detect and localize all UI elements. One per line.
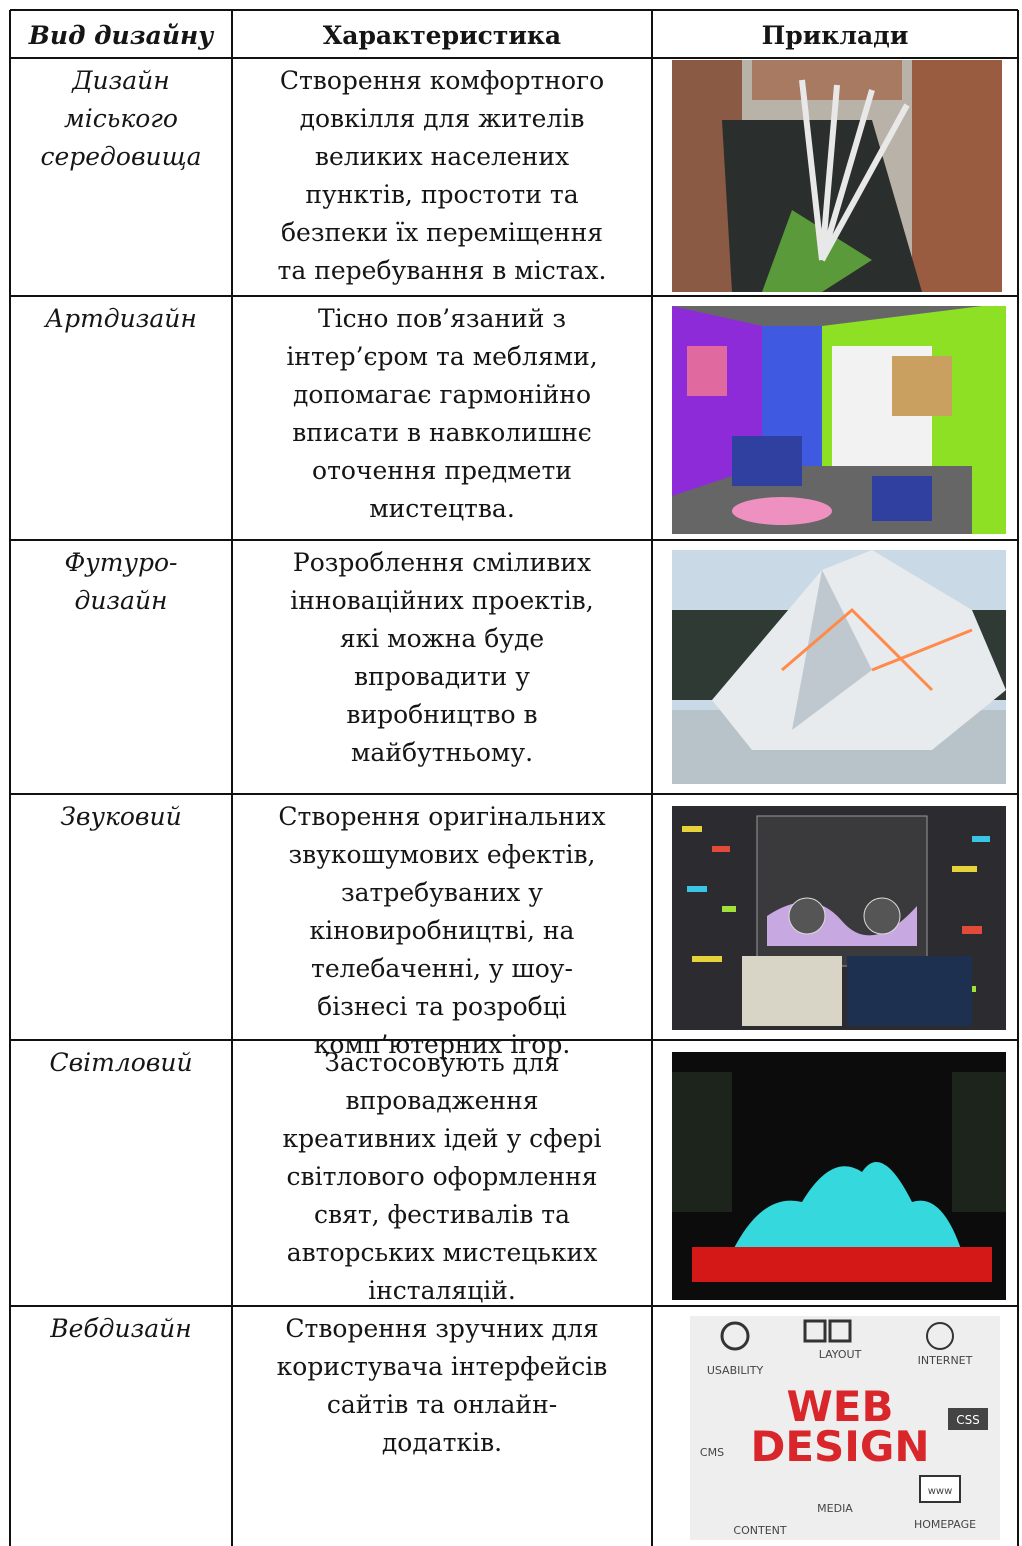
description-line: інноваційних проектів, <box>290 586 594 615</box>
type-line: дизайн <box>74 586 168 615</box>
description-line: Розроблення сміливих <box>292 548 592 577</box>
description-line: світлового оформлення <box>286 1162 598 1191</box>
description-cell: Розроблення сміливих інноваційних проекті… <box>232 540 652 794</box>
description-line: авторських мистецьких <box>286 1238 598 1267</box>
header-cell: Вид дизайну <box>10 10 232 58</box>
description-line: майбутньому. <box>350 738 534 767</box>
image-label: DESIGN <box>750 1422 929 1471</box>
type-cell: Вебдизайн <box>10 1306 232 1546</box>
art-photo <box>672 306 1006 534</box>
image-label: HOMEPAGE <box>914 1518 976 1531</box>
image-label: INTERNET <box>918 1354 973 1367</box>
description-cell: Застосовують для впровадження креативних і… <box>232 1040 652 1306</box>
description-cell: Створення комфортного довкілля для жителі… <box>232 58 652 296</box>
description-line: впровадження <box>345 1086 539 1115</box>
description-line: великих населених <box>314 142 570 171</box>
type-line: Футуро- <box>64 548 178 577</box>
description-line: виробництво в <box>346 700 538 729</box>
border <box>10 793 1018 795</box>
header-cell: Приклади <box>652 10 1018 58</box>
type-line: Вебдизайн <box>50 1314 192 1343</box>
description-line: оточення предмети <box>312 456 572 485</box>
border <box>10 295 1018 297</box>
description-line: бізнесі та розробці <box>317 992 567 1021</box>
description-line: впровадити у <box>354 662 530 691</box>
description-line: інсталяцій. <box>368 1276 516 1305</box>
border <box>10 1305 1018 1307</box>
description-line: Створення зручних для <box>285 1314 599 1343</box>
futuro-photo <box>672 550 1006 784</box>
border <box>9 10 11 1546</box>
type-line: міського <box>63 104 178 133</box>
description-cell: Створення зручних для користувача інтерфе… <box>232 1306 652 1546</box>
image-label: USABILITY <box>707 1364 764 1377</box>
type-line: Дизайн <box>72 66 170 95</box>
description-line: Тісно пов’язаний з <box>318 304 566 333</box>
description-line: Створення комфортного <box>279 66 605 95</box>
description-line: пунктів, простоти та <box>305 180 579 209</box>
header-cell: Характеристика <box>232 10 652 58</box>
web-photo: USABILITY LAYOUT INTERNET WEB DESIGN CSS… <box>690 1316 1000 1540</box>
type-cell: Дизайн міського середовища <box>10 58 232 296</box>
description-line: кіновиробництві, на <box>309 916 575 945</box>
border <box>10 9 1018 11</box>
description-line: сайтів та онлайн- <box>326 1390 558 1419</box>
type-line: середовища <box>40 142 202 171</box>
border <box>651 10 653 1546</box>
description-line: вписати в навколишнє <box>292 418 592 447</box>
description-line: довкілля для жителів <box>299 104 585 133</box>
sound-photo <box>672 806 1006 1030</box>
urban-photo <box>672 60 1002 292</box>
description-line: звукошумових ефектів, <box>288 840 596 869</box>
type-line: Звуковий <box>60 802 182 831</box>
description-line: та перебування в містах. <box>277 256 607 285</box>
description-line: мистецтва. <box>369 494 515 523</box>
border <box>1017 10 1019 1546</box>
header-text: Вид дизайну <box>28 21 214 50</box>
image-label: www <box>928 1486 953 1497</box>
image-label: CMS <box>700 1446 724 1459</box>
description-line: які можна буде <box>339 624 545 653</box>
description-line: користувача інтерфейсів <box>276 1352 608 1381</box>
description-line: Застосовують для <box>324 1048 560 1077</box>
border <box>10 1039 1018 1041</box>
border <box>10 539 1018 541</box>
image-label: LAYOUT <box>819 1348 862 1361</box>
type-line: Світловий <box>49 1048 193 1077</box>
type-cell: Світловий <box>10 1040 232 1306</box>
header-text: Приклади <box>761 21 909 50</box>
image-label: MEDIA <box>817 1502 853 1515</box>
light-photo <box>672 1052 1006 1300</box>
image-label: WEB <box>786 1382 893 1431</box>
image-label: CONTENT <box>733 1524 786 1537</box>
description-line: телебаченні, у шоу- <box>311 954 573 983</box>
description-line: креативних ідей у сфері <box>282 1124 602 1153</box>
description-line: Створення оригінальних <box>278 802 606 831</box>
description-line: допомагає гармонійно <box>293 380 591 409</box>
border <box>10 57 1018 59</box>
image-label: CSS <box>956 1413 980 1427</box>
header-text: Характеристика <box>322 21 562 50</box>
description-line: додатків. <box>381 1428 503 1457</box>
description-line: безпеки їх переміщення <box>280 218 604 247</box>
description-line: свят, фестивалів та <box>313 1200 571 1229</box>
description-cell: Створення оригінальних звукошумових ефект… <box>232 794 652 1059</box>
border <box>231 10 233 1546</box>
description-line: затребуваних у <box>341 878 543 907</box>
type-cell: Футуро-дизайн <box>10 540 232 794</box>
type-cell: Артдизайн <box>10 296 232 540</box>
description-cell: Тісно пов’язаний з інтер’єром та меблями,… <box>232 296 652 540</box>
type-cell: Звуковий <box>10 794 232 1040</box>
description-line: інтер’єром та меблями, <box>286 342 598 371</box>
type-line: Артдизайн <box>45 304 197 333</box>
description-line: комп’ютерних ігор. <box>313 1030 571 1059</box>
